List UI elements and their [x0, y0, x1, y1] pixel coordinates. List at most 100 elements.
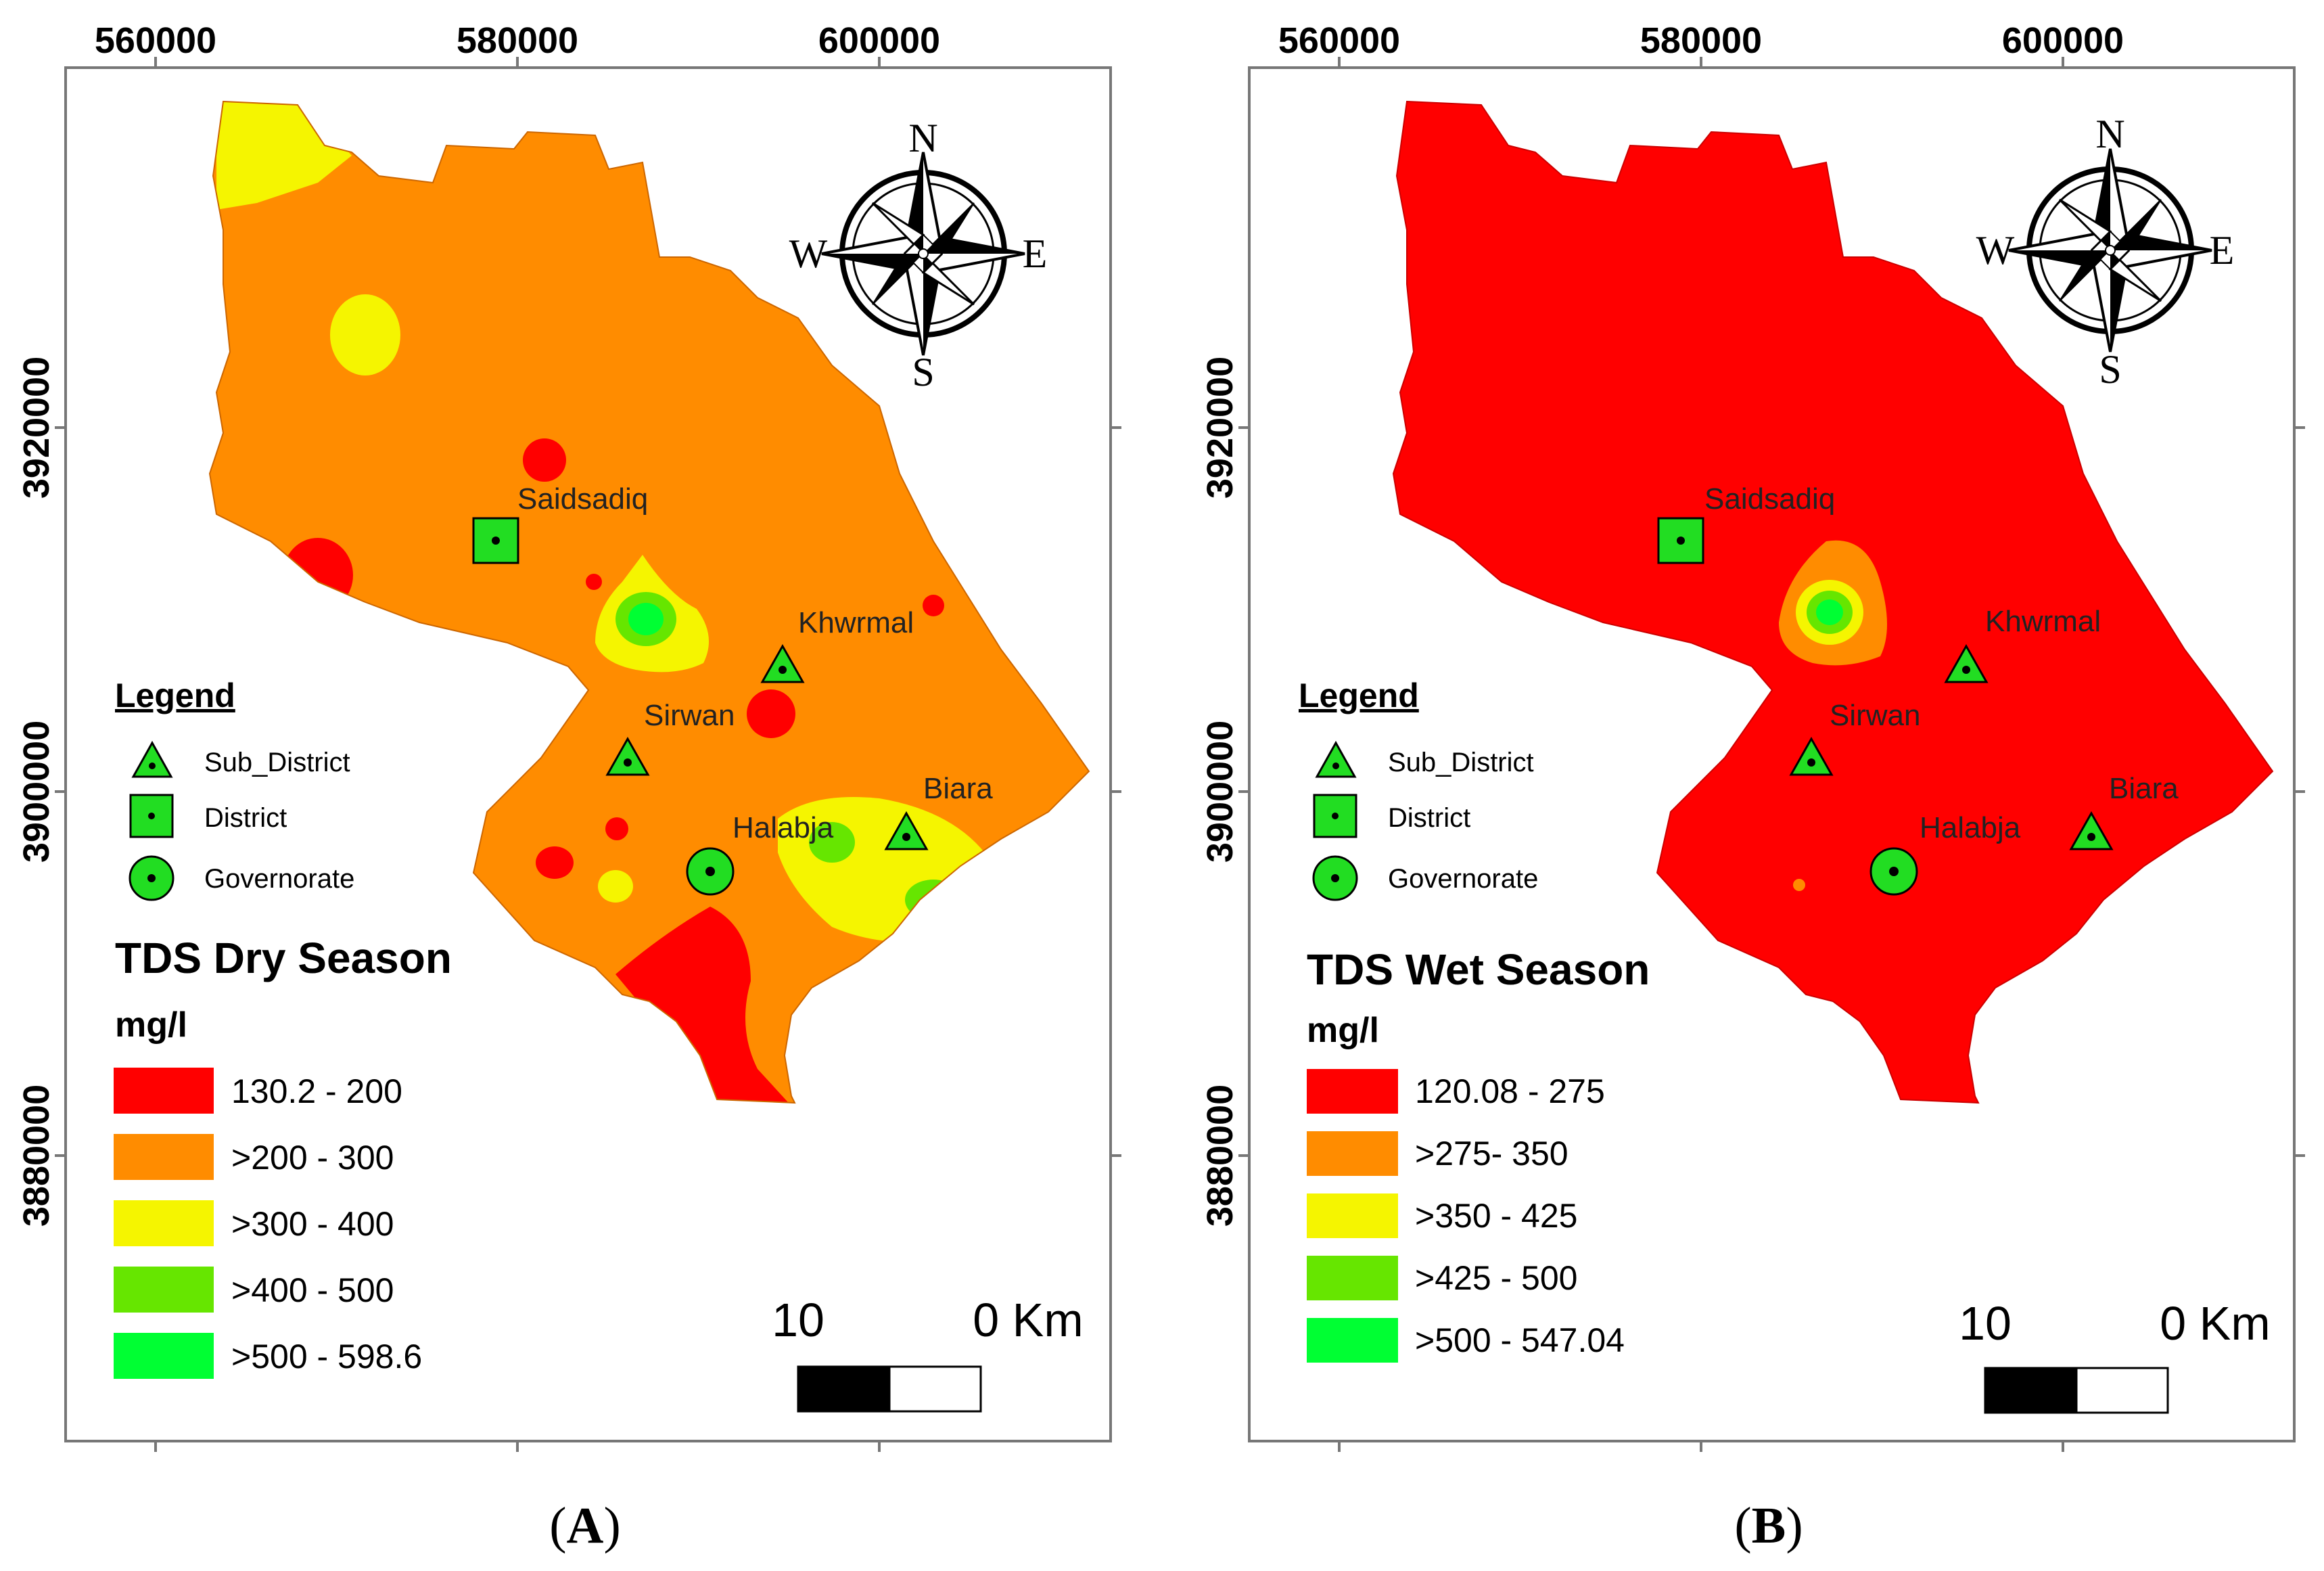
compass-w: W: [1976, 228, 2015, 273]
swatch-class1: [1307, 1069, 1398, 1114]
swatch-class2: [114, 1134, 214, 1180]
place-label-saidsadiq: Saidsadiq: [1704, 482, 1835, 516]
legend-governorate-label: Governorate: [1388, 864, 1538, 894]
north-arrow-icon: [2008, 148, 2212, 352]
panel-caption-b: (B): [1734, 1497, 1803, 1554]
map-frame-a: [64, 66, 1112, 1442]
legend-sub-district-icon: [131, 740, 173, 778]
place-label-saidsadiq: Saidsadiq: [517, 482, 648, 516]
governorate-symbol[interactable]: [1869, 847, 1918, 896]
y-tick-label: 3880000: [16, 1085, 57, 1227]
place-label-halabja: Halabja: [733, 811, 834, 844]
place-label-sirwan: Sirwan: [1830, 699, 1921, 732]
sub-district-symbol[interactable]: [1944, 643, 1989, 683]
zone-275-350: [1793, 879, 1805, 891]
unit-label: mg/l: [115, 1005, 187, 1045]
legend-district-label: District: [204, 803, 287, 833]
legend-district-label: District: [1388, 803, 1470, 833]
sub-district-symbol[interactable]: [1789, 736, 1834, 776]
sub-district-symbol[interactable]: [760, 643, 805, 683]
district-symbol[interactable]: [1657, 517, 1704, 564]
legend-title: Legend: [1299, 677, 1419, 714]
x-tick-label: 600000: [2002, 20, 2124, 61]
compass-w: W: [789, 231, 828, 276]
scale-label-left: 10: [772, 1294, 824, 1346]
scale-bar: [1984, 1367, 2169, 1414]
district-symbol[interactable]: [472, 517, 519, 564]
y-tick-label: 3900000: [1200, 721, 1240, 863]
zone-130-200: [283, 538, 353, 612]
legend-governorate-label: Governorate: [204, 864, 354, 894]
ticks-b: [1238, 57, 2305, 1452]
x-tick-label: 560000: [95, 20, 216, 61]
study-area-outline-a: [208, 100, 1090, 1104]
unit-label: mg/l: [1307, 1011, 1379, 1050]
zone-130-200-south: [615, 907, 795, 1103]
map-frame-b: [1248, 66, 2296, 1442]
zone-500-plus: [1816, 599, 1843, 625]
swatch-class1: [114, 1068, 214, 1114]
class-label: >200 - 300: [231, 1139, 394, 1177]
classification-title: TDS Dry Season: [115, 934, 452, 982]
panel-caption-a: (A): [549, 1497, 621, 1554]
class-label: 130.2 - 200: [231, 1072, 402, 1110]
zone-130-200: [923, 595, 944, 616]
swatch-class3: [114, 1200, 214, 1246]
zone-275-350: [1852, 577, 1861, 587]
sub-district-symbol[interactable]: [2069, 811, 2114, 850]
zone-130-200: [747, 689, 795, 738]
y-tick-label: 3920000: [16, 357, 57, 499]
place-label-biara: Biara: [2109, 772, 2179, 805]
zone-300-400: [330, 294, 400, 375]
zone-500-plus: [628, 603, 664, 635]
place-label-khwrmal: Khwrmal: [1985, 605, 2101, 638]
zone-400-500: [809, 822, 855, 863]
class-label: >500 - 547.04: [1415, 1321, 1625, 1359]
legend-sub-district-label: Sub_District: [1388, 748, 1534, 777]
swatch-class2: [1307, 1131, 1398, 1176]
legend-governorate-icon: [129, 855, 175, 901]
sub-district-symbol[interactable]: [605, 736, 650, 776]
swatch-class5: [1307, 1318, 1398, 1363]
class-label: >400 - 500: [231, 1271, 394, 1309]
compass-e: E: [2210, 228, 2235, 273]
swatch-class4: [1307, 1256, 1398, 1300]
class-label: 120.08 - 275: [1415, 1072, 1605, 1110]
scale-label-right: 0 Km: [973, 1294, 1083, 1346]
x-tick-label: 580000: [1640, 20, 1762, 61]
scale-label-left: 10: [1959, 1297, 2012, 1350]
north-arrow-icon: [821, 152, 1025, 356]
ticks-a: [55, 57, 1121, 1452]
zone-130-200: [586, 574, 602, 590]
zone-130-200: [605, 817, 628, 840]
zone-300-400: [598, 870, 633, 903]
x-tick-label: 560000: [1278, 20, 1400, 61]
place-label-khwrmal: Khwrmal: [798, 606, 914, 639]
compass-n: N: [908, 116, 937, 160]
classification-title: TDS Wet Season: [1307, 945, 1650, 994]
compass-e: E: [1023, 231, 1048, 276]
zone-130-200: [536, 846, 574, 879]
legend-district-icon: [1313, 794, 1357, 838]
x-tick-label: 580000: [457, 20, 578, 61]
panel-b: 560000 580000 600000 3920000 3900000 388…: [1200, 20, 2305, 1554]
scale-bar: [797, 1365, 982, 1413]
swatch-class4: [114, 1267, 214, 1313]
zone-400-500: [905, 880, 962, 920]
x-tick-label: 600000: [818, 20, 940, 61]
class-label: >500 - 598.6: [231, 1338, 422, 1375]
legend-governorate-icon: [1312, 855, 1358, 901]
class-label: >275- 350: [1415, 1135, 1568, 1172]
legend-sub-district-label: Sub_District: [204, 748, 350, 777]
compass-s: S: [912, 350, 934, 394]
governorate-symbol[interactable]: [686, 847, 735, 896]
compass-n: N: [2095, 112, 2124, 156]
panel-a: 560000 580000 600000 3920000 3900000 388…: [16, 20, 1121, 1554]
sub-district-symbol[interactable]: [884, 811, 929, 850]
place-label-biara: Biara: [923, 772, 993, 805]
study-area-outline-b: [1392, 100, 2274, 1104]
zone-130-200: [210, 560, 230, 590]
y-tick-label: 3880000: [1200, 1085, 1240, 1227]
legend-sub-district-icon: [1315, 740, 1357, 778]
